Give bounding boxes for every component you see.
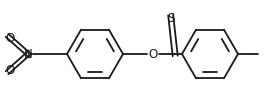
Text: S: S [167, 12, 175, 25]
Text: O: O [5, 32, 15, 44]
Text: O: O [148, 47, 158, 60]
Text: O: O [5, 64, 15, 77]
Text: N: N [24, 47, 32, 60]
